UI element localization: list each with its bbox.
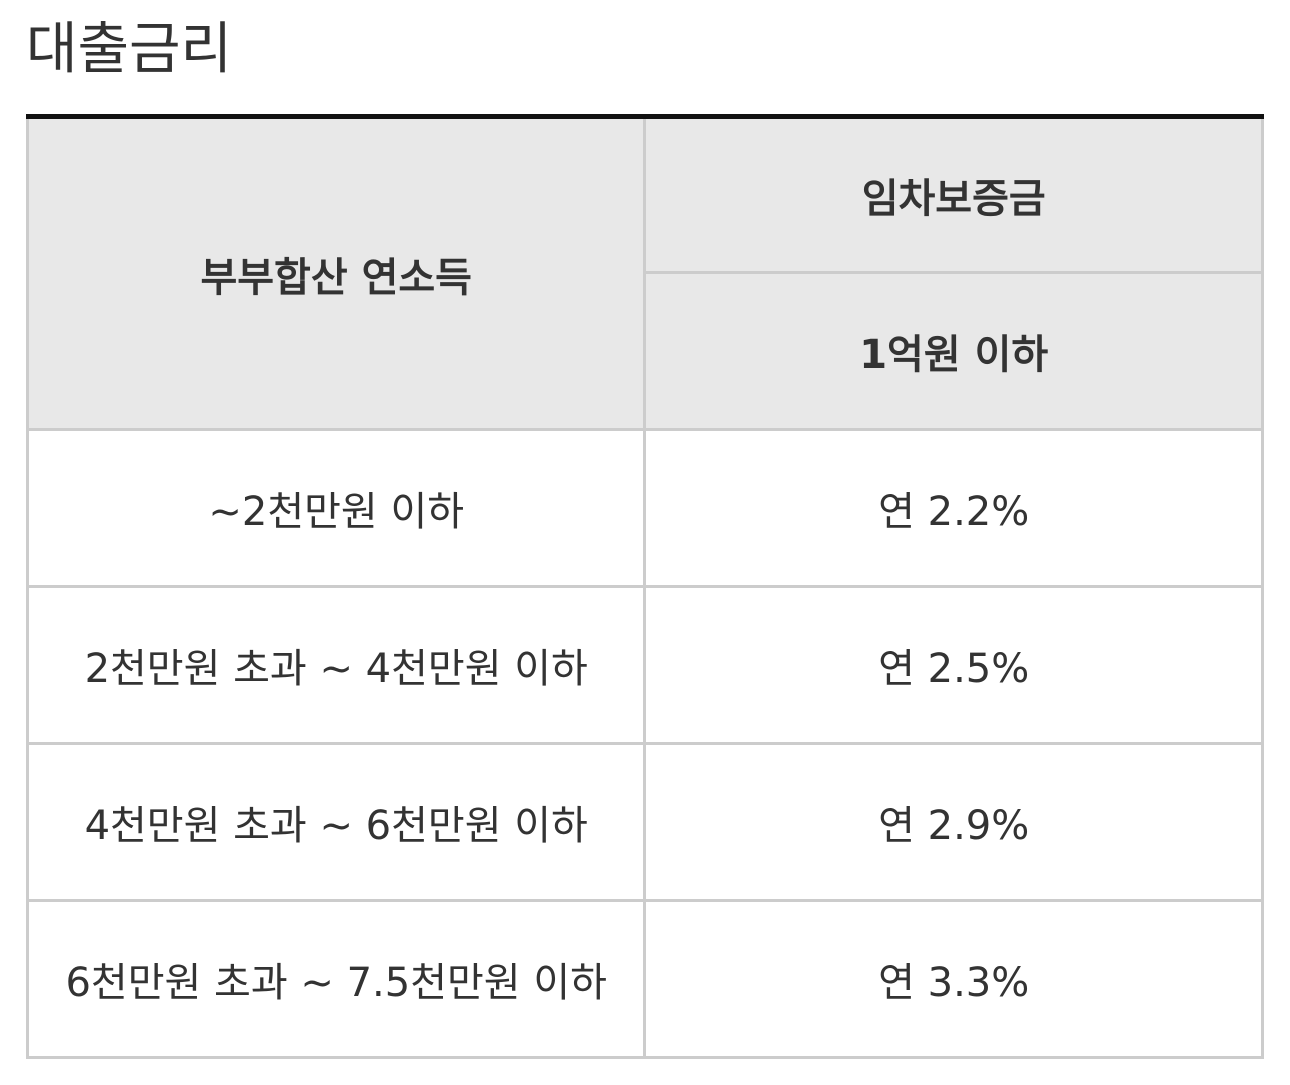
rate-cell: 연 2.2%	[643, 428, 1264, 588]
page-title: 대출금리	[26, 17, 233, 82]
table-row: 4천만원 초과 ~ 6천만원 이하 연 2.9%	[25, 742, 1264, 902]
table-body: ~2천만원 이하 연 2.2% 2천만원 초과 ~ 4천만원 이하 연 2.5% 4천만…	[25, 428, 1264, 1059]
header-row: 부부합산 연소득 임차보증금	[25, 115, 1264, 431]
rate-table: 부부합산 연소득 임차보증금 1억원 이하 ~2천만원 이하 연 2.2% 2천만원…	[25, 114, 1264, 1059]
header-cell: 부부합산 연소득	[25, 115, 647, 431]
income-cell: 6천만원 초과 ~ 7.5천만원 이하	[25, 899, 647, 1059]
header-cell: 1억원 이하	[643, 271, 1264, 431]
income-cell: ~2천만원 이하	[25, 428, 647, 588]
rate-cell: 연 2.5%	[643, 585, 1264, 745]
income-cell: 4천만원 초과 ~ 6천만원 이하	[25, 742, 647, 902]
table-row: 6천만원 초과 ~ 7.5천만원 이하 연 3.3%	[25, 899, 1264, 1059]
header-cell: 임차보증금	[643, 115, 1264, 274]
income-cell: 2천만원 초과 ~ 4천만원 이하	[25, 585, 647, 745]
table-row: ~2천만원 이하 연 2.2%	[25, 428, 1264, 588]
table-row: 2천만원 초과 ~ 4천만원 이하 연 2.5%	[25, 585, 1264, 745]
rate-cell: 연 2.9%	[643, 742, 1264, 902]
header-row: 1억원 이하	[28, 271, 1264, 431]
rate-cell: 연 3.3%	[643, 899, 1264, 1059]
